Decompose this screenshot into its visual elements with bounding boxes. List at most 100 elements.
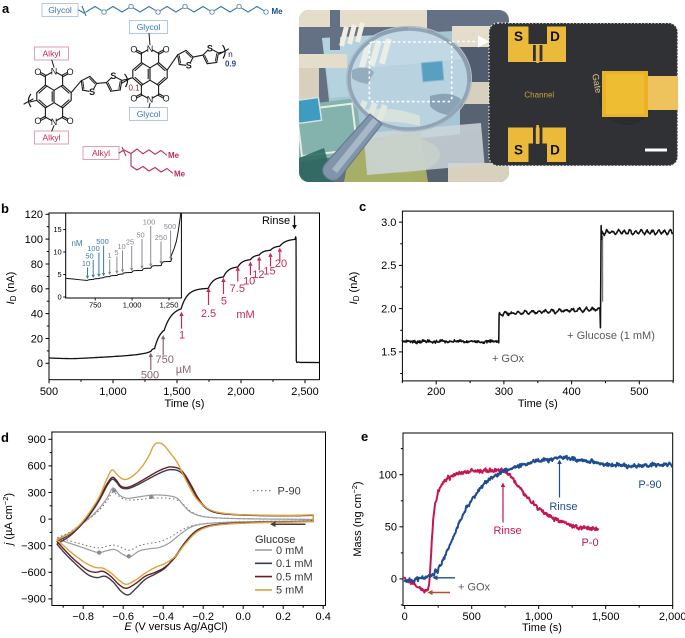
svg-text:0.1: 0.1: [128, 84, 140, 93]
svg-text:500: 500: [141, 370, 159, 382]
svg-text:1,500: 1,500: [592, 611, 620, 623]
svg-text:S: S: [186, 61, 192, 71]
svg-text:25: 25: [126, 238, 134, 247]
svg-text:N: N: [147, 44, 154, 54]
svg-text:Me: Me: [168, 151, 180, 160]
svg-text:15: 15: [53, 225, 61, 234]
svg-text:0.0: 0.0: [236, 611, 251, 623]
svg-text:Mass (ng cm−2): Mass (ng cm−2): [350, 481, 364, 556]
svg-text:0.9: 0.9: [225, 60, 237, 69]
svg-text:a: a: [2, 1, 10, 16]
svg-text:Rinse: Rinse: [549, 501, 577, 513]
svg-text:1: 1: [107, 251, 111, 260]
svg-text:+ GOx: + GOx: [458, 582, 491, 594]
svg-text:Glycol: Glycol: [137, 22, 161, 32]
svg-text:O: O: [67, 116, 74, 126]
svg-text:10: 10: [243, 276, 255, 288]
svg-text:5: 5: [221, 296, 227, 308]
svg-text:100: 100: [25, 234, 43, 246]
svg-text:0.2: 0.2: [276, 611, 291, 623]
svg-text:10: 10: [82, 259, 90, 268]
svg-text:2.0: 2.0: [381, 303, 396, 315]
svg-text:µM: µM: [176, 364, 192, 376]
svg-text:5: 5: [114, 248, 118, 257]
svg-text:mM: mM: [236, 309, 254, 321]
svg-text:300: 300: [495, 386, 513, 398]
svg-text:−0.2: −0.2: [192, 611, 214, 623]
svg-text:O: O: [130, 94, 137, 104]
svg-text:7.5: 7.5: [230, 283, 245, 295]
svg-text:nM: nM: [71, 239, 82, 248]
svg-text:300: 300: [28, 487, 46, 499]
svg-text:O: O: [263, 8, 269, 17]
svg-text:500: 500: [630, 386, 648, 398]
svg-text:40: 40: [31, 308, 43, 320]
svg-text:−0.4: −0.4: [152, 611, 174, 623]
svg-text:S: S: [514, 143, 523, 158]
svg-text:O: O: [236, 2, 242, 11]
svg-text:Glycol: Glycol: [48, 5, 72, 15]
svg-text:D: D: [550, 29, 560, 44]
svg-text:20: 20: [275, 258, 287, 270]
svg-text:N: N: [147, 94, 154, 104]
svg-text:2,000: 2,000: [227, 386, 255, 398]
svg-text:+ Glucose (1 mM): + Glucose (1 mM): [567, 330, 655, 342]
svg-text:O: O: [128, 2, 134, 11]
svg-text:0: 0: [40, 514, 46, 526]
svg-text:1.5: 1.5: [381, 347, 396, 359]
svg-text:50: 50: [85, 252, 93, 261]
svg-text:12: 12: [252, 269, 264, 281]
svg-text:Time (s): Time (s): [165, 398, 205, 410]
svg-text:P-90: P-90: [638, 479, 661, 491]
svg-text:0.1 mM: 0.1 mM: [276, 558, 313, 570]
svg-text:+ GOx: + GOx: [492, 353, 525, 365]
svg-text:750: 750: [89, 301, 102, 310]
svg-text:−0.8: −0.8: [72, 611, 94, 623]
svg-text:0: 0: [58, 293, 62, 302]
svg-text:500: 500: [96, 237, 109, 246]
svg-text:1,000: 1,000: [99, 386, 127, 398]
svg-text:2.5: 2.5: [201, 308, 216, 320]
svg-text:0: 0: [37, 358, 43, 370]
svg-text:1,250: 1,250: [160, 301, 179, 310]
svg-text:ID (nA): ID (nA): [5, 272, 18, 305]
svg-text:O: O: [209, 8, 215, 17]
svg-text:N: N: [51, 67, 58, 77]
svg-text:ID (nA): ID (nA): [348, 272, 361, 305]
svg-text:S: S: [110, 71, 116, 81]
svg-text:120: 120: [25, 209, 43, 221]
svg-text:j (µA cm−2): j (µA cm−2): [1, 493, 15, 547]
svg-text:E (V versus Ag/AgCl): E (V versus Ag/AgCl): [124, 621, 227, 633]
svg-text:100: 100: [87, 244, 100, 253]
svg-text:−300: −300: [21, 541, 46, 553]
svg-text:2,000: 2,000: [659, 611, 685, 623]
svg-text:n: n: [228, 50, 232, 59]
svg-text:500: 500: [463, 611, 481, 623]
svg-text:S: S: [514, 29, 523, 44]
svg-text:d: d: [1, 430, 9, 445]
svg-text:−0.6: −0.6: [112, 611, 134, 623]
svg-text:600: 600: [28, 461, 46, 473]
svg-text:80: 80: [31, 259, 43, 271]
svg-text:O: O: [155, 8, 161, 17]
svg-text:0 mM: 0 mM: [276, 545, 304, 557]
svg-text:Time (s): Time (s): [522, 622, 562, 634]
svg-text:15: 15: [263, 265, 275, 277]
svg-text:O: O: [101, 8, 107, 17]
svg-text:250: 250: [155, 233, 168, 242]
svg-text:750: 750: [156, 354, 174, 366]
svg-text:Time (s): Time (s): [518, 398, 558, 410]
svg-text:O: O: [34, 67, 41, 77]
svg-text:O: O: [34, 116, 41, 126]
svg-text:Gate: Gate: [590, 73, 603, 94]
svg-text:Me: Me: [174, 170, 186, 179]
svg-text:Rinse: Rinse: [493, 525, 521, 537]
svg-text:2.5: 2.5: [381, 260, 396, 272]
svg-text:0: 0: [391, 574, 397, 586]
svg-text:400: 400: [562, 386, 580, 398]
svg-text:50: 50: [385, 522, 397, 534]
svg-text:−900: −900: [21, 594, 46, 606]
svg-text:O: O: [67, 67, 74, 77]
svg-text:P-90: P-90: [278, 486, 301, 498]
svg-text:100: 100: [379, 470, 397, 482]
